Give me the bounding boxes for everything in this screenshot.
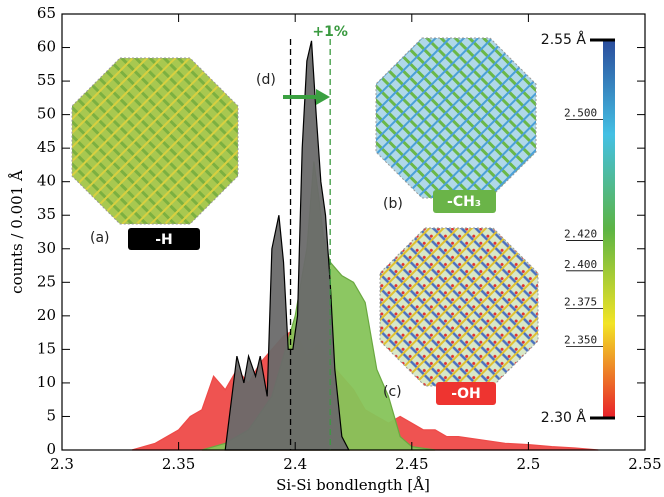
y-tick-label: 55 bbox=[37, 71, 56, 89]
colorbar-label: 2.350 bbox=[564, 333, 597, 346]
annotation: +1% bbox=[312, 24, 348, 40]
y-tick-label: 5 bbox=[46, 406, 56, 424]
y-tick-label: 50 bbox=[37, 105, 56, 123]
y-tick-label: 30 bbox=[37, 239, 56, 257]
colorbar-label: 2.55 Å bbox=[541, 31, 587, 48]
nanoparticle-b bbox=[376, 38, 536, 198]
x-axis-title: Si-Si bondlength [Å] bbox=[276, 476, 430, 494]
colorbar-label: 2.375 bbox=[564, 296, 597, 309]
colorbar-label: 2.500 bbox=[564, 107, 597, 120]
y-tick-label: 15 bbox=[37, 339, 56, 357]
panel-label: (d) bbox=[256, 72, 276, 88]
legend-label: -CH₃ bbox=[447, 194, 481, 210]
x-tick-label: 2.5 bbox=[516, 455, 540, 473]
y-tick-label: 65 bbox=[37, 4, 56, 22]
colorbar-label: 2.420 bbox=[564, 228, 597, 241]
y-tick-label: 45 bbox=[37, 138, 56, 156]
panel-label: (b) bbox=[383, 196, 403, 212]
y-tick-label: 35 bbox=[37, 205, 56, 223]
legend-label: -H bbox=[155, 232, 173, 248]
y-tick-label: 20 bbox=[37, 306, 56, 324]
x-tick-label: 2.35 bbox=[162, 455, 195, 473]
y-tick-label: 10 bbox=[37, 373, 56, 391]
shift-arrow-head bbox=[316, 89, 330, 105]
y-tick-label: 40 bbox=[37, 172, 56, 190]
x-tick-label: 2.55 bbox=[628, 455, 661, 473]
x-tick-label: 2.4 bbox=[283, 455, 307, 473]
colorbar bbox=[603, 40, 615, 418]
y-tick-label: 25 bbox=[37, 272, 56, 290]
colorbar-label: 2.30 Å bbox=[541, 409, 587, 426]
panel-label: (c) bbox=[383, 384, 402, 400]
y-axis-title: counts / 0.001 Å bbox=[8, 170, 26, 294]
colorbar-label: 2.400 bbox=[564, 258, 597, 271]
nanoparticle-a bbox=[72, 58, 238, 224]
chart: +1%2.32.352.42.452.52.550510152025303540… bbox=[0, 0, 664, 497]
nanoparticle-c bbox=[380, 228, 538, 386]
y-tick-label: 60 bbox=[37, 38, 56, 56]
panel-label: (a) bbox=[90, 230, 110, 246]
y-tick-label: 0 bbox=[46, 440, 56, 458]
legend-label: -OH bbox=[451, 386, 480, 402]
x-tick-label: 2.45 bbox=[395, 455, 428, 473]
